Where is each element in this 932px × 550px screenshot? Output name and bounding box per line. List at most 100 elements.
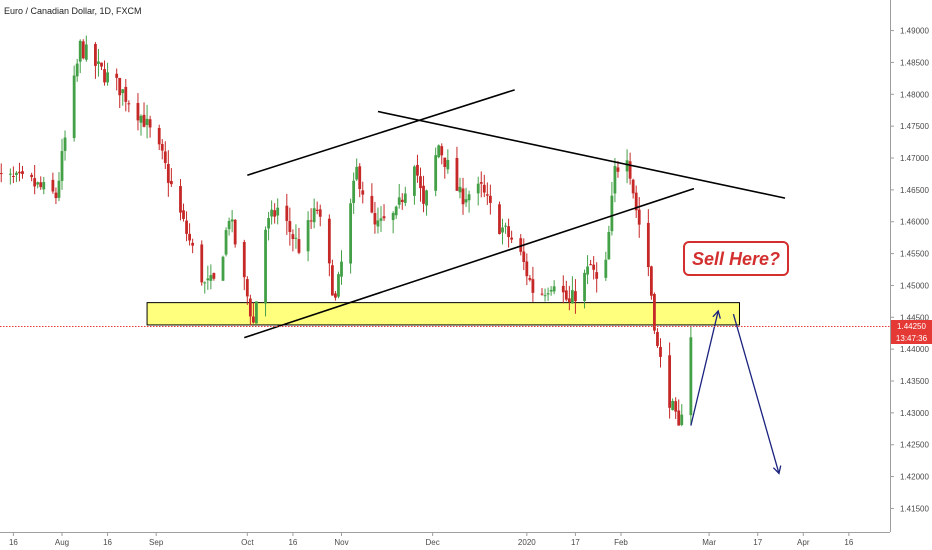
candle-body-down <box>561 285 565 293</box>
candle <box>628 152 632 185</box>
candle <box>501 218 504 245</box>
candle-body-up <box>671 400 675 410</box>
candle-body-up <box>394 206 398 216</box>
candle <box>634 185 638 218</box>
candle <box>15 171 18 183</box>
candle-body-down <box>242 241 246 278</box>
candle-body-down <box>461 188 465 205</box>
candle <box>458 177 462 199</box>
time-tick-label: Feb <box>614 538 628 547</box>
candle <box>570 276 574 304</box>
candle-body-down <box>251 316 255 323</box>
candle <box>136 93 140 131</box>
candle-body-down <box>212 273 216 279</box>
projection-down-leg <box>732 313 780 474</box>
candle <box>592 256 596 280</box>
candle-body-up <box>121 89 125 94</box>
candle-body-down <box>142 114 146 127</box>
price-tick-label: 1.44000 <box>900 345 929 354</box>
candle <box>230 210 234 233</box>
candle-body-up <box>680 414 684 425</box>
candle <box>671 398 675 411</box>
candle-body-down <box>157 127 161 145</box>
sell-here-annotation[interactable]: Sell Here? <box>683 241 789 276</box>
candle <box>674 397 678 419</box>
candle-body-up <box>397 197 401 205</box>
candle-body-down <box>0 173 3 175</box>
candle-body-down <box>288 221 292 233</box>
candle <box>425 189 428 216</box>
candle <box>370 183 374 214</box>
candle <box>564 280 568 302</box>
candle <box>461 177 465 215</box>
candle-body-up <box>352 180 356 204</box>
countdown-tag-bg <box>891 332 932 344</box>
candle-body-down <box>233 219 237 245</box>
candle-body-down <box>519 238 523 252</box>
candle <box>488 184 492 215</box>
candle <box>382 204 386 221</box>
candle <box>607 225 611 260</box>
candle <box>169 168 173 187</box>
candle <box>163 141 167 170</box>
candle-body-down <box>11 175 15 177</box>
candle <box>233 219 237 248</box>
candle <box>327 214 331 277</box>
candle-body-down <box>668 355 672 408</box>
candle <box>242 239 246 291</box>
candle <box>200 240 204 286</box>
candle-body-down <box>309 220 313 222</box>
candle-body-up <box>57 180 61 198</box>
candle <box>160 139 164 160</box>
candle-body-down <box>330 265 334 296</box>
candle-body-down <box>182 210 185 219</box>
time-tick-label: 17 <box>571 538 580 547</box>
candle-body-down <box>334 293 337 298</box>
candle-body-up <box>255 301 258 324</box>
price-tick-label: 1.44500 <box>900 313 929 322</box>
candle <box>18 162 21 182</box>
price-axis[interactable]: 1.49000 1.48500 1.48000 1.47500 1.47000 1.465… <box>890 27 929 514</box>
candle-body-up <box>610 195 614 232</box>
candle-body-down <box>273 210 277 217</box>
candle-body-up <box>549 289 553 292</box>
last-price-tag-bg <box>891 320 932 332</box>
candle-body-down <box>166 164 170 183</box>
candle-body-up <box>63 137 67 151</box>
candle <box>33 164 37 195</box>
candle-body-up <box>464 199 468 203</box>
candle-body-down <box>21 171 24 175</box>
candle-body-up <box>270 209 274 217</box>
price-tick-label: 1.48500 <box>900 58 929 67</box>
candle <box>659 338 662 368</box>
candle-body-down <box>531 279 535 293</box>
candle-body-down <box>81 41 85 59</box>
candle-body-down <box>646 222 650 268</box>
candle-body-up <box>145 118 149 125</box>
candle <box>318 204 322 227</box>
candle <box>567 285 571 311</box>
candle-body-up <box>570 290 574 304</box>
candle-body-down <box>127 103 131 105</box>
candle <box>446 149 450 174</box>
candle <box>206 265 210 290</box>
projection-down-arrowhead <box>772 465 782 475</box>
candle <box>118 77 122 109</box>
candle <box>8 168 12 185</box>
candle <box>649 265 653 300</box>
candle-body-up <box>312 208 316 223</box>
candle <box>191 238 195 254</box>
candle <box>507 218 510 248</box>
price-tick-label: 1.48000 <box>900 90 929 99</box>
candle <box>476 176 480 206</box>
candle <box>255 301 258 324</box>
time-axis[interactable]: 16 Aug 16 Sep Oct 16 Nov Dec 2020 17 Feb Mar 17 Apr 16 <box>9 532 854 547</box>
candle <box>36 181 40 189</box>
candle-body-down <box>422 185 425 204</box>
candle <box>586 255 589 285</box>
candle-body-up <box>689 337 693 416</box>
candle <box>625 149 629 184</box>
candle-body-down <box>148 119 152 128</box>
